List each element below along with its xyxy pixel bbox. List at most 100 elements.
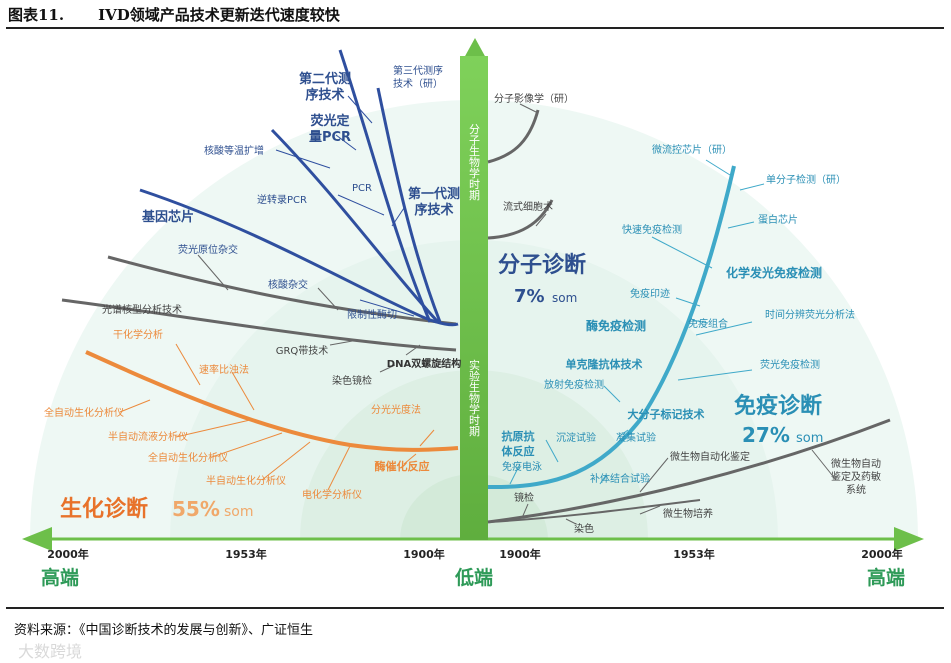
experimental-era-label: 实验生物学时期 bbox=[468, 358, 481, 437]
connector bbox=[727, 221, 755, 229]
connector bbox=[405, 344, 421, 356]
connector bbox=[359, 299, 415, 317]
connector bbox=[651, 236, 713, 269]
biochem-suffix: som bbox=[224, 504, 254, 520]
connector bbox=[391, 207, 405, 227]
figure-number: 图表11. bbox=[8, 6, 65, 24]
high-end-left: 高端 bbox=[41, 566, 79, 589]
axis-left-1900: 1900年 bbox=[403, 547, 445, 561]
connector bbox=[119, 399, 151, 413]
connector bbox=[379, 364, 396, 373]
grq-label: GRQ带技术 bbox=[276, 344, 329, 357]
figure-title-text: IVD领域产品技术更新迭代速度较快 bbox=[98, 6, 340, 24]
connector bbox=[347, 95, 373, 124]
axis-right-1900: 1900年 bbox=[499, 547, 541, 561]
connector bbox=[329, 339, 359, 346]
connector bbox=[519, 103, 537, 113]
connector bbox=[175, 343, 201, 386]
axis-right-2000: 2000年 bbox=[861, 547, 903, 561]
watermark: 大数跨境 bbox=[18, 642, 83, 661]
molecular-suffix: som bbox=[552, 291, 577, 305]
culture-line bbox=[487, 499, 701, 523]
connector bbox=[337, 194, 385, 216]
connector bbox=[535, 213, 547, 227]
pcr-line bbox=[270, 128, 440, 324]
micro-auto-sensitivity-label: 微生物自动鉴定及药敏系统 bbox=[831, 457, 881, 496]
connector bbox=[639, 505, 661, 515]
connector bbox=[419, 429, 435, 447]
connector bbox=[811, 449, 837, 481]
dry-chem-label: 干化学分析 bbox=[113, 328, 163, 341]
macro-label-tech-label: 大分子标记技术 bbox=[628, 407, 705, 421]
flow-line bbox=[487, 199, 554, 240]
gen3-seq-label: 第三代测序技术（研） bbox=[393, 64, 443, 90]
electrochem-analyzer-label: 电化学分析仪 bbox=[302, 488, 362, 501]
connector bbox=[565, 518, 577, 525]
connector bbox=[521, 503, 529, 519]
connector bbox=[705, 159, 731, 176]
connector bbox=[211, 432, 283, 458]
immuno-category-name: 免疫诊断 bbox=[734, 393, 822, 419]
monoclonal-label: 单克隆抗体技术 bbox=[566, 357, 643, 371]
immunoblot-label: 免疫印迹 bbox=[630, 287, 670, 300]
enzyme-catalysis-label: 酶催化反应 bbox=[375, 459, 430, 473]
connector bbox=[739, 183, 765, 191]
center-bar bbox=[460, 56, 488, 540]
top-rule bbox=[6, 27, 944, 29]
hybrid-label: 核酸杂交 bbox=[268, 278, 308, 291]
connector bbox=[275, 149, 331, 169]
biochem-category-name: 生化诊断 bbox=[60, 496, 148, 522]
high-end-right: 高端 bbox=[867, 566, 905, 589]
connector bbox=[327, 445, 351, 491]
connector bbox=[335, 134, 357, 151]
gen2-line bbox=[338, 49, 432, 323]
immuno-suffix: som bbox=[796, 431, 823, 446]
full-auto-analyzer-label: 全自动生化分析仪 bbox=[44, 406, 124, 419]
enzyme-immuno-label: 酶免疫检测 bbox=[586, 318, 646, 333]
source-note: 资料来源：《中国诊断技术的发展与创新》、广证恒生 bbox=[14, 623, 314, 638]
connector bbox=[599, 474, 607, 485]
molecular-era-label: 分子生物学时期 bbox=[468, 123, 481, 201]
protein-chip-label: 蛋白芯片 bbox=[758, 213, 798, 226]
micro-auto-line bbox=[487, 418, 891, 524]
time-resolved-fluoro-label: 时间分辨荧光分析法 bbox=[765, 308, 855, 321]
pcr-label: PCR bbox=[352, 183, 372, 194]
molecular-share: 7% bbox=[514, 286, 545, 307]
axis-left-2000: 2000年 bbox=[47, 547, 89, 561]
antigen-antibody-label: 抗原抗体反应 bbox=[502, 429, 535, 458]
molecular-category-name: 分子诊断 bbox=[498, 252, 586, 278]
connector bbox=[691, 319, 709, 324]
microfluidic-label: 微流控芯片（研） bbox=[652, 143, 732, 156]
biochem-share: 55% bbox=[172, 497, 220, 521]
gen2-seq-label: 第二代测序技术 bbox=[299, 71, 351, 103]
ria-label: 放射免疫检测 bbox=[544, 378, 604, 391]
semi-auto-analyzer-label: 半自动生化分析仪 bbox=[206, 474, 286, 487]
biochem-curve bbox=[85, 350, 459, 452]
connector bbox=[677, 369, 753, 381]
dna-label: DNA双螺旋结构 bbox=[387, 357, 461, 370]
stain-label: 染色 bbox=[574, 522, 594, 535]
immuno-curve bbox=[487, 165, 736, 490]
micro-culture-label: 微生物培养 bbox=[663, 507, 713, 520]
gene-chip-line bbox=[139, 188, 459, 327]
micro-auto-id-label: 微生物自动化鉴定 bbox=[670, 450, 750, 463]
semi-flow-analyzer-label: 半自动流液分析仪 bbox=[108, 430, 188, 443]
axis-right-1953: 1953年 bbox=[673, 547, 715, 561]
restriction-label: 限制性酶切 bbox=[347, 308, 397, 321]
immuno-histo-label: 免疫组合 bbox=[688, 317, 728, 330]
connector bbox=[317, 287, 339, 311]
connector bbox=[695, 321, 753, 336]
gen1-seq-label: 第一代测序技术 bbox=[408, 186, 460, 218]
connector bbox=[639, 457, 669, 493]
low-end-center: 低端 bbox=[454, 566, 493, 589]
flow-cytometry-label: 流式细胞术 bbox=[503, 200, 553, 213]
agglutination-label: 凝集试验 bbox=[616, 431, 656, 444]
connector bbox=[231, 371, 255, 411]
full-auto-analyzer-2-label: 全自动生化分析仪 bbox=[148, 451, 228, 464]
karyotype-line bbox=[61, 298, 457, 352]
fish-label: 荧光原位杂交 bbox=[178, 243, 238, 256]
fluoro-immuno-label: 荧光免疫检测 bbox=[760, 358, 820, 371]
rtpcr-label: 逆转录PCR bbox=[257, 193, 307, 206]
qpcr-label: 荧光定量PCR bbox=[309, 113, 351, 145]
